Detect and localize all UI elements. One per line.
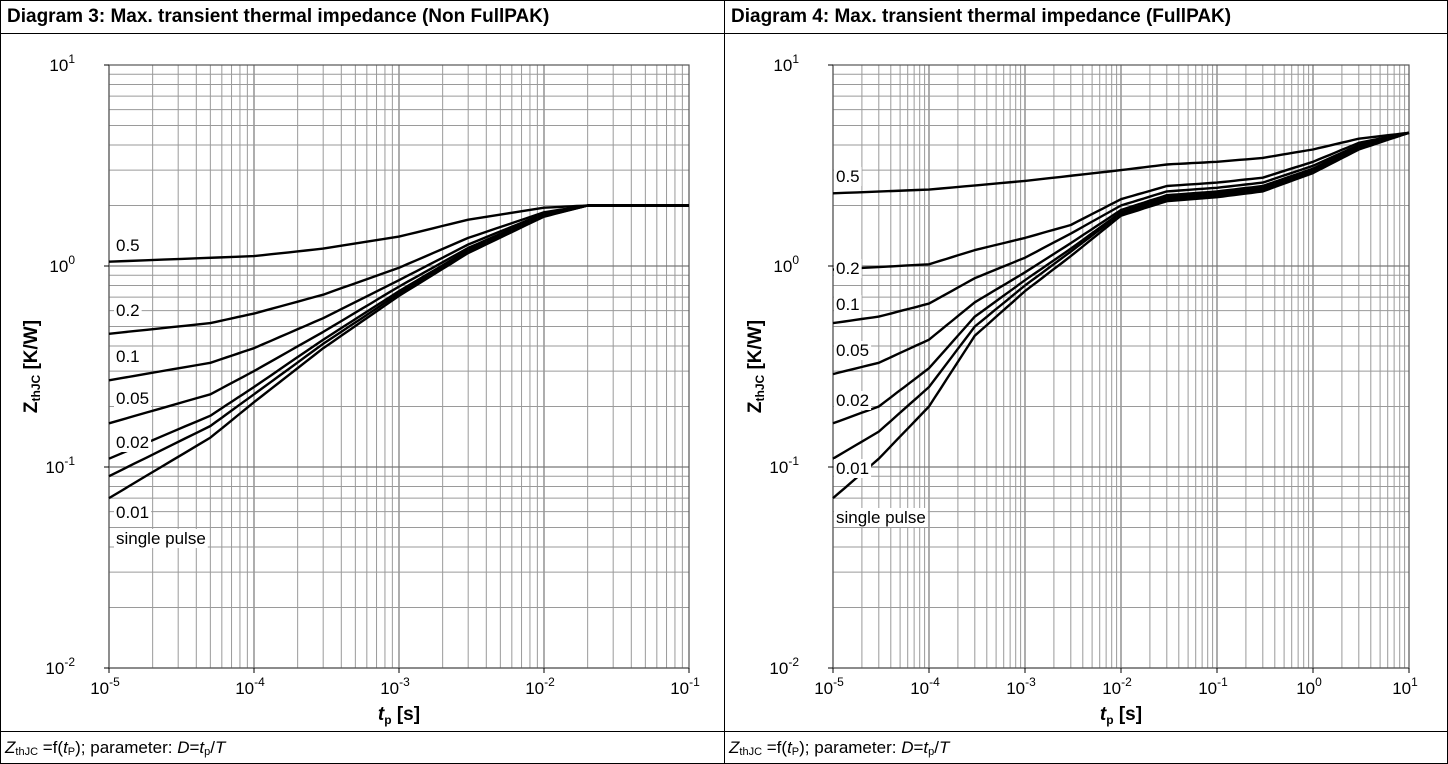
diagram-4-caption-cell: ZthJC =f(tP); parameter: D=tp/T [724, 731, 1448, 764]
series-label-bg [114, 389, 152, 408]
y-tick-label: 10-1 [45, 454, 75, 477]
diagram-3-plot-cell: 10-5 10-4 10-3 10-2 10-1 10-2 10-1 100 101 tp [s]… [0, 33, 725, 732]
series-label-bg [114, 503, 152, 522]
diagram-4-title-cell: Diagram 4: Max. transient thermal impeda… [724, 0, 1448, 34]
diagram-3-caption-cell: ZthJC =f(tP); parameter: D=tp/T [0, 731, 725, 764]
series-label-bg [114, 529, 208, 548]
x-tick-label: 10-1 [1198, 675, 1228, 698]
diagram-4-caption: ZthJC =f(tP); parameter: D=tp/T [729, 738, 950, 758]
diagram-3-chart: 10-5 10-4 10-3 10-2 10-1 10-2 10-1 100 101 tp [s]… [21, 52, 700, 727]
series-line-0.02 [832, 131, 1410, 425]
series-label: 0.2 [836, 259, 860, 278]
series-label: 0.01 [836, 459, 869, 478]
y-axis-label: ZthJC [K/W] [745, 320, 767, 413]
series-label: 0.1 [836, 295, 860, 314]
series-label: 0.02 [836, 391, 869, 410]
diagram-4-chart: 10-5 10-4 10-3 10-2 10-1 100 101 10-2 10-1 100 101… [745, 52, 1418, 727]
x-tick-label: 10-4 [235, 675, 265, 698]
y-tick-label: 100 [49, 253, 75, 276]
series-line-0.2 [832, 131, 1410, 271]
series-line-0.5 [832, 131, 1410, 195]
series-label-bg [114, 236, 142, 255]
series-label-bg [114, 347, 142, 366]
x-tick-label: 10-2 [525, 675, 555, 698]
grid [832, 65, 1409, 669]
grid [108, 65, 689, 669]
series-label: 0.5 [836, 167, 860, 186]
x-tick-label: 10-1 [670, 675, 700, 698]
series-label: 0.02 [116, 433, 149, 452]
diagram-3-title: Diagram 3: Max. transient thermal impeda… [7, 6, 550, 27]
series-label-bg [114, 301, 142, 320]
x-tick-label: 10-4 [910, 675, 940, 698]
series-group [108, 204, 689, 500]
series-line-0.1 [832, 131, 1410, 325]
x-axis-label: tp [s] [378, 704, 420, 727]
series-label: 0.01 [116, 503, 149, 522]
x-tick-label: 10-2 [1102, 675, 1132, 698]
series-group [832, 131, 1410, 500]
y-tick-label: 100 [773, 253, 799, 276]
series-label-bg [114, 433, 152, 452]
y-tick-label: 10-2 [769, 655, 799, 678]
series-label: 0.05 [836, 341, 869, 360]
series-label: 0.05 [116, 389, 149, 408]
series-label: 0.5 [116, 236, 140, 255]
x-axis-label: tp [s] [1100, 704, 1142, 727]
x-tick-label: 10-3 [380, 675, 410, 698]
series-label: single pulse [116, 529, 206, 548]
diagram-3-title-cell: Diagram 3: Max. transient thermal impeda… [0, 0, 725, 34]
x-tick-label: 100 [1296, 675, 1322, 698]
series-label-bg [834, 167, 862, 186]
series-label-bg [834, 259, 862, 278]
y-tick-label: 10-2 [45, 655, 75, 678]
series-label-bg [834, 459, 872, 478]
x-tick-label: 10-5 [814, 675, 844, 698]
diagram-4-title: Diagram 4: Max. transient thermal impeda… [731, 6, 1232, 27]
series-label: 0.2 [116, 301, 140, 320]
series-line-0.05 [832, 131, 1410, 376]
series-label-bg [834, 508, 928, 527]
series-label-bg [834, 391, 872, 410]
series-label: 0.1 [116, 347, 140, 366]
x-tick-label: 10-3 [1006, 675, 1036, 698]
x-tick-label: 101 [1392, 675, 1418, 698]
series-label-bg [834, 341, 872, 360]
series-line-single-pulse [108, 204, 689, 500]
series-line-single-pulse [832, 131, 1410, 500]
y-tick-label: 101 [773, 52, 799, 75]
x-tick-label: 10-5 [90, 675, 120, 698]
series-line-0.01 [832, 131, 1410, 460]
y-axis-label: ZthJC [K/W] [21, 320, 43, 413]
diagram-4-plot-cell: 10-5 10-4 10-3 10-2 10-1 100 101 10-2 10-1 100 101… [724, 33, 1448, 732]
y-tick-label: 10-1 [769, 454, 799, 477]
series-label: single pulse [836, 508, 926, 527]
diagram-3-caption: ZthJC =f(tP); parameter: D=tp/T [5, 738, 226, 758]
series-label-bg [834, 295, 862, 314]
y-tick-label: 101 [49, 52, 75, 75]
